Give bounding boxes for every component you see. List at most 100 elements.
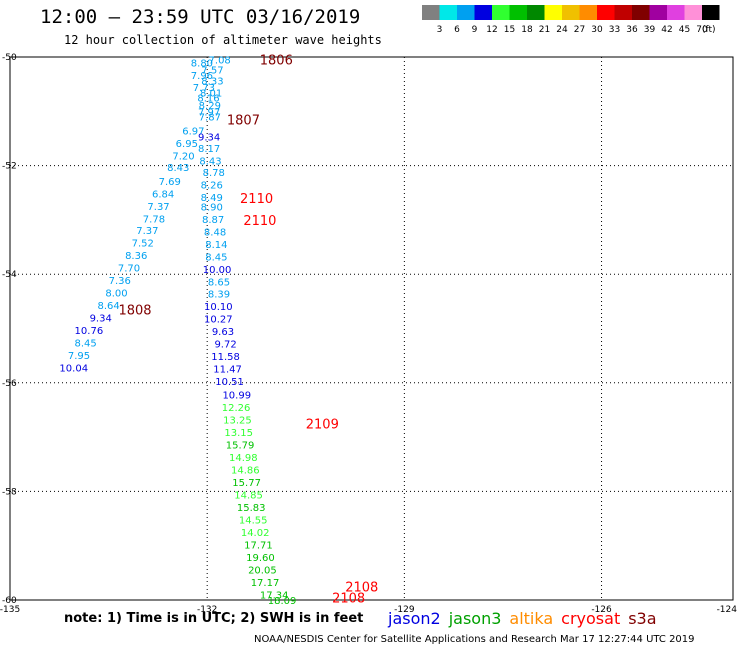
satellite-legend-jason2: jason2 [388,609,441,628]
scale-label: 21 [539,25,550,35]
scale-swatch [667,5,685,20]
wave-height-point: 8.49 [201,193,223,204]
wave-height-point: 7.87 [199,113,221,124]
scale-label: 12 [486,25,497,35]
wave-height-point: 7.69 [159,177,181,188]
wave-height-point: 7.37 [147,202,169,213]
wave-height-point: 10.99 [222,391,251,402]
wave-height-point: 8.16 [197,94,219,105]
wave-height-point: 14.98 [229,453,258,464]
color-scale-legend: 3 6 9 12 15 18 21 24 27 30 33 36 39 42 45 70(ft) [422,5,720,35]
wave-height-point: 10.51 [215,377,244,388]
wave-height-point: 8.17 [198,144,220,155]
wave-height-point: 10.00 [203,265,232,276]
time-label: 2109 [306,418,339,433]
wave-height-point: 6.97 [182,126,204,137]
scale-swatch [474,5,492,20]
wave-height-point: 15.77 [232,478,261,489]
scale-label: 15 [504,25,515,35]
wave-height-point: 8.64 [97,301,119,312]
wave-height-point: 8.00 [105,289,127,300]
wave-height-point: 11.47 [213,365,242,376]
scale-swatch [422,5,440,20]
wave-height-point: 8.39 [208,290,230,301]
wave-height-point: 6.95 [176,139,198,150]
wave-height-point: 9.72 [214,340,236,351]
wave-height-point: 12.26 [222,403,251,414]
wave-height-point: 7.52 [132,239,154,250]
wave-height-point: 14.86 [231,466,260,477]
wave-height-point: 14.85 [234,491,263,502]
scale-swatch [527,5,545,20]
y-tick-label: -52 [2,162,17,172]
time-label: 2110 [243,214,276,229]
wave-height-point: 7.73 [193,83,215,94]
scale-label: 45 [679,25,690,35]
y-tick-label: -50 [2,53,17,63]
wave-height-point: 7.96 [191,71,213,82]
satellite-legend-altika: altika [509,609,554,628]
units-note: note: 1) Time is in UTC; 2) SWH is in fe… [64,611,364,626]
scale-swatch [632,5,650,20]
scale-swatch [562,5,580,20]
wave-height-point: 8.29 [199,101,221,112]
wave-height-point: 15.83 [237,503,266,514]
wave-height-point: 17.34 [260,591,289,602]
scale-unit: (ft) [702,25,716,35]
scale-swatch [702,5,720,20]
scale-swatch [579,5,597,20]
wave-height-point: 8.36 [125,251,147,262]
wave-height-point: 7.08 [209,56,231,67]
wave-height-point: 8.90 [201,202,223,213]
x-tick-label: -126 [591,605,612,615]
satellite-legend-cryosat: cryosat [561,609,621,628]
wave-height-point: 10.76 [75,326,104,337]
wave-height-point: 7.36 [109,276,131,287]
scale-label: 6 [454,25,460,35]
x-tick-label: -132 [197,605,217,615]
wave-height-point: 8.14 [205,240,227,251]
x-tick-label: -135 [0,605,20,615]
x-tick-label: -129 [394,605,415,615]
scale-swatch [457,5,475,20]
scale-label: 33 [609,25,620,35]
scale-label: 24 [556,25,568,35]
wave-height-point: 14.55 [239,516,268,527]
plot-frame [9,56,734,601]
wave-height-point: 8.78 [203,168,225,179]
wave-height-point: 7.78 [143,214,165,225]
scale-label: 39 [644,25,656,35]
scale-swatch [439,5,457,20]
wave-height-point: 7.20 [172,151,194,162]
scale-swatch [684,5,702,20]
wave-height-point: 8.43 [199,157,221,168]
scale-label: 3 [437,25,443,35]
wave-height-point: 8.26 [201,181,223,192]
y-tick-label: -58 [2,487,17,497]
wave-height-point: 9.34 [198,132,220,143]
chart-title: 12:00 – 23:59 UTC 03/16/2019 [40,6,361,28]
wave-height-point: 7.97 [198,107,220,118]
wave-height-point: 7.70 [118,264,140,275]
time-label: 1807 [227,113,260,128]
wave-height-point: 6.84 [152,189,174,200]
time-label: 1806 [260,54,293,69]
x-tick-label: -124 [717,605,738,615]
wave-height-point: 17.17 [251,578,280,589]
scale-label: 27 [574,25,585,35]
scale-label: 42 [661,25,672,35]
wave-height-point: 13.25 [223,416,252,427]
wave-height-point: 10.10 [204,302,233,313]
scale-swatch [597,5,615,20]
wave-height-point: 8.33 [201,76,223,87]
scale-label: 36 [626,25,638,35]
credit-line: NOAA/NESDIS Center for Satellite Applica… [254,634,695,645]
satellite-legend: jason2 jason3 altika cryosat s3a [388,609,665,628]
wave-height-point: 17.71 [244,541,273,552]
wave-height-point: 18.09 [268,596,297,607]
scale-swatch [544,5,562,20]
wave-height-point: 10.04 [59,364,88,375]
chart-subtitle: 12 hour collection of altimeter wave hei… [64,33,382,47]
wave-height-point: 8.87 [202,215,224,226]
